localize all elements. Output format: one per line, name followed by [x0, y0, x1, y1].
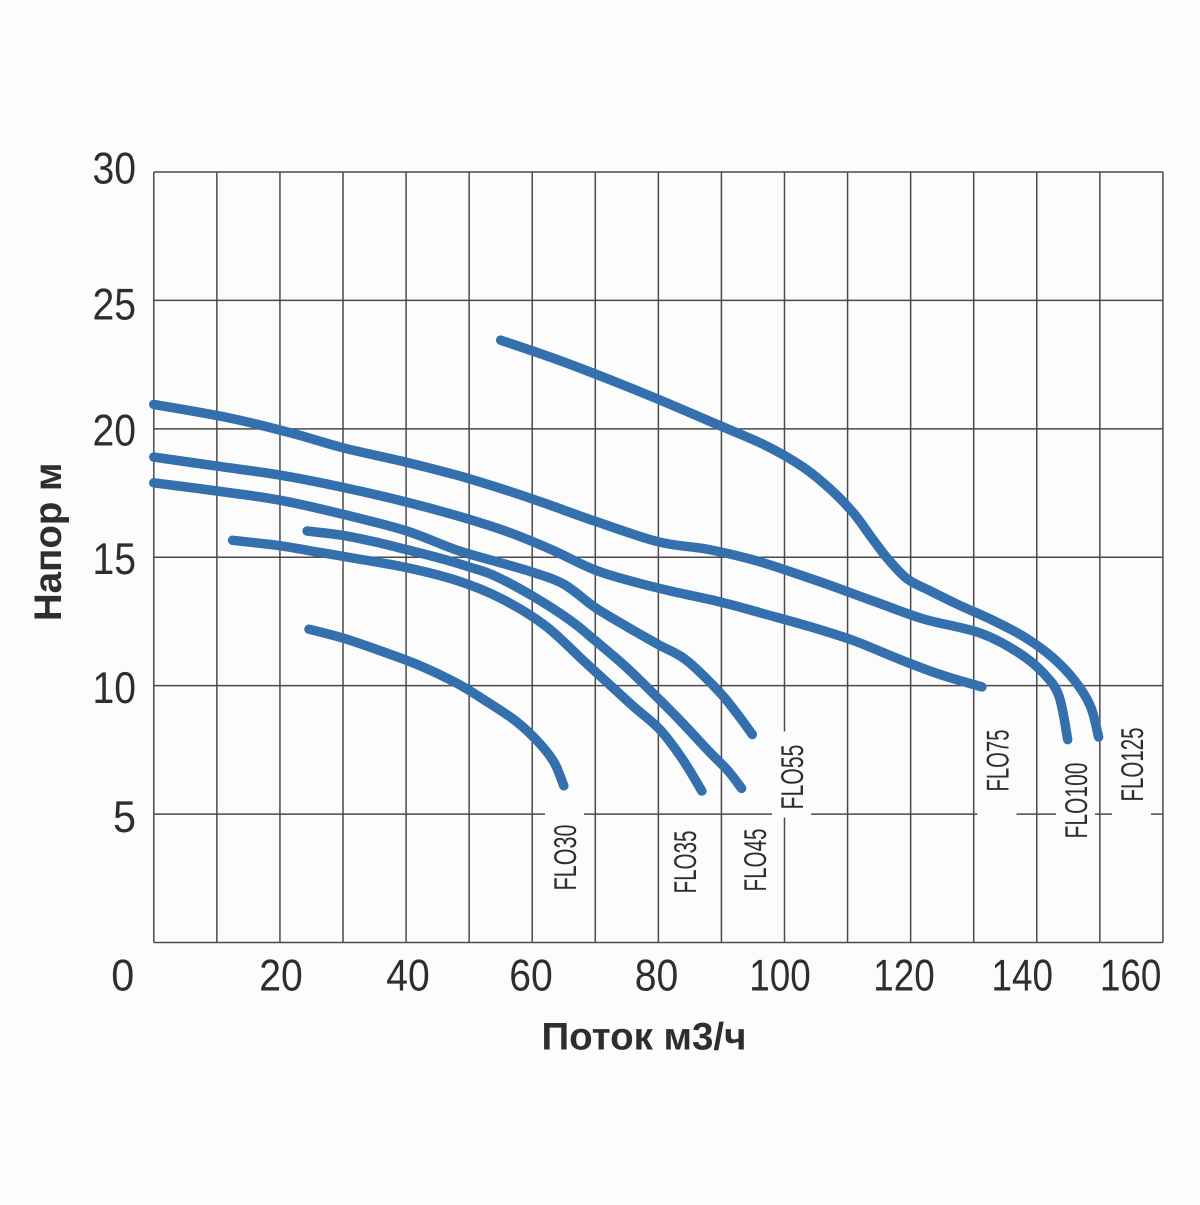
svg-text:FLO45: FLO45 [737, 829, 773, 892]
svg-text:40: 40 [386, 952, 430, 1001]
svg-text:10: 10 [93, 664, 137, 713]
svg-text:30: 30 [93, 145, 137, 194]
svg-text:FLO75: FLO75 [980, 730, 1016, 792]
svg-text:25: 25 [93, 281, 137, 330]
svg-text:160: 160 [1100, 952, 1162, 1001]
svg-text:FLO35: FLO35 [667, 831, 703, 894]
svg-text:15: 15 [93, 535, 137, 584]
svg-text:FLO125: FLO125 [1114, 728, 1150, 802]
svg-text:5: 5 [113, 793, 136, 842]
svg-text:Поток м3/ч: Поток м3/ч [541, 1016, 746, 1059]
svg-text:120: 120 [873, 952, 935, 1001]
svg-text:140: 140 [992, 952, 1054, 1001]
svg-text:60: 60 [509, 952, 553, 1001]
svg-text:FLO30: FLO30 [547, 825, 583, 891]
svg-text:20: 20 [259, 952, 303, 1001]
svg-text:FLO100: FLO100 [1058, 763, 1094, 839]
svg-text:FLO55: FLO55 [774, 745, 810, 810]
svg-text:0: 0 [111, 952, 134, 1001]
svg-text:Напор м: Напор м [27, 462, 70, 621]
svg-text:100: 100 [749, 952, 811, 1001]
svg-text:20: 20 [93, 407, 137, 456]
svg-text:80: 80 [635, 952, 679, 1001]
